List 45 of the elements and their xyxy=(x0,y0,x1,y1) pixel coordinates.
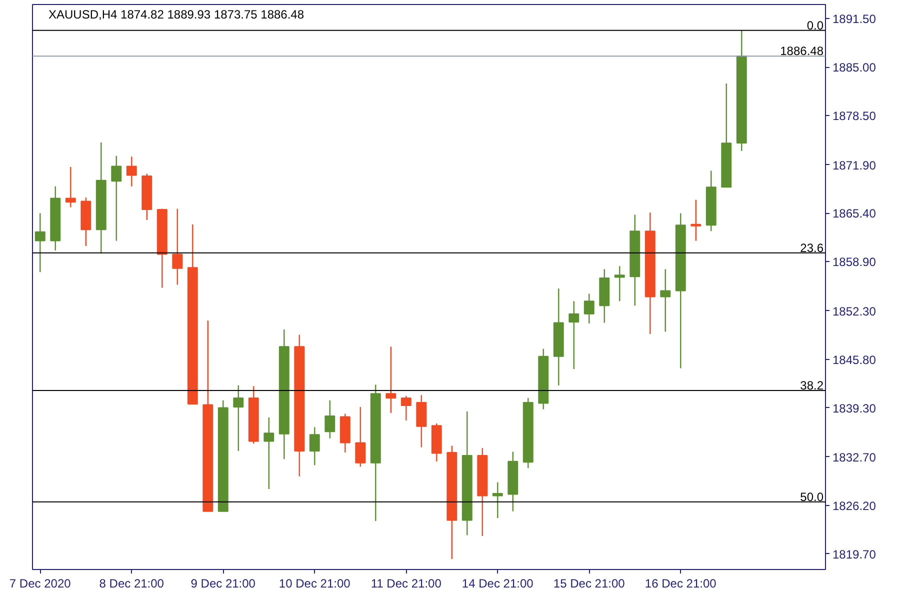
x-tick-label: 11 Dec 21:00 xyxy=(370,576,442,590)
y-tick-label: 1819.70 xyxy=(832,547,876,562)
candlestick xyxy=(233,384,244,452)
chart-title: XAUUSD,H4 1874.82 1889.93 1873.75 1886.48 xyxy=(48,8,304,22)
x-tick-label: 10 Dec 21:00 xyxy=(278,576,351,590)
x-tick-label: 15 Dec 21:00 xyxy=(553,576,626,590)
x-tick-label: 14 Dec 21:00 xyxy=(462,576,534,590)
candlestick xyxy=(324,400,336,439)
candlestick xyxy=(309,426,320,466)
candlestick xyxy=(355,406,366,468)
y-tick-label: 1858.90 xyxy=(832,255,876,270)
y-tick-label: 1852.30 xyxy=(832,304,876,318)
candlestick xyxy=(386,346,396,414)
annotation: 0.0 xyxy=(806,18,824,32)
y-tick-label: 1839.30 xyxy=(832,401,876,416)
y-tick-label: 1885.00 xyxy=(832,60,876,75)
candlestick xyxy=(264,416,274,490)
candlestick xyxy=(111,155,122,242)
candlestick xyxy=(614,266,625,302)
y-tick-label: 1891.50 xyxy=(832,12,876,26)
annotation: 50.0 xyxy=(800,490,824,504)
x-tick-label: 8 Dec 21:00 xyxy=(99,576,164,590)
candlestick xyxy=(416,394,427,448)
annotation: 38.2 xyxy=(800,378,824,393)
x-tick-label: 16 Dec 21:00 xyxy=(644,576,717,590)
annotation: 1886.48 xyxy=(780,44,824,58)
annotation: 23.6 xyxy=(800,240,824,255)
candlestick xyxy=(65,166,76,208)
candlestick xyxy=(584,293,594,324)
candlestick xyxy=(492,482,503,519)
candlestick xyxy=(172,208,183,286)
x-tick-label: 7 Dec 2020 xyxy=(9,576,72,590)
y-tick-label: 1865.40 xyxy=(832,206,876,221)
candlestick xyxy=(34,212,46,273)
x-tick-label: 9 Dec 21:00 xyxy=(190,576,256,590)
candlestick xyxy=(400,395,412,422)
candlestick xyxy=(690,199,702,242)
y-tick-label: 1871.90 xyxy=(832,158,876,172)
y-tick-label: 1832.70 xyxy=(832,450,876,464)
candlestick xyxy=(660,268,671,332)
y-tick-label: 1845.80 xyxy=(832,352,876,367)
y-tick-label: 1826.20 xyxy=(832,498,876,513)
candlestick xyxy=(568,300,580,370)
candlestick xyxy=(126,156,137,187)
y-tick-label: 1878.50 xyxy=(832,109,876,124)
